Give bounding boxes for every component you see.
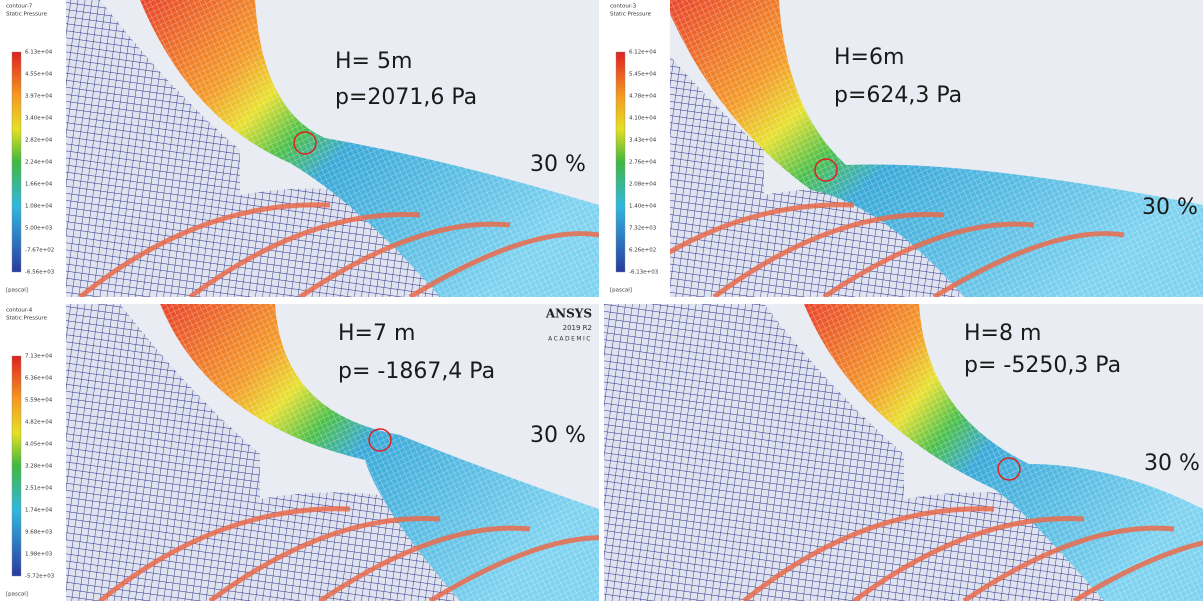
legend-label: 9.68e+03 <box>25 530 53 536</box>
legend-label: 6.36e+04 <box>25 376 53 382</box>
legend-label: 5.45e+04 <box>629 72 657 78</box>
legend-variable: Static Pressure <box>610 12 652 18</box>
height-label: H=6m <box>834 45 904 70</box>
legend-label: 2.24e+04 <box>25 160 53 166</box>
legend-label: 4.82e+04 <box>25 420 53 426</box>
legend-label: 4.78e+04 <box>629 94 657 100</box>
height-label: H=8 m <box>964 321 1041 346</box>
height-label: H=7 m <box>338 321 415 346</box>
legend-title: contour-4 <box>6 308 33 314</box>
panel: contour-4 Static Pressure 7.13e+04 6.36e+04… <box>0 304 620 601</box>
legend-colorbar <box>616 52 625 272</box>
legend-unit: [pascal] <box>6 288 28 294</box>
legend-label: 4.55e+04 <box>25 72 53 78</box>
logo-name: ANSYS <box>545 307 592 321</box>
legend-label: -6.56e+03 <box>25 270 55 276</box>
legend-label: 3.40e+04 <box>25 116 53 122</box>
legend-label: 3.43e+04 <box>629 138 657 144</box>
opening-label: 30 % <box>1142 195 1198 220</box>
legend-label: 4.10e+04 <box>629 116 657 122</box>
legend-variable: Static Pressure <box>6 12 48 18</box>
pressure-label: p=624,3 Pa <box>834 83 962 108</box>
legend-label: -5.72e+03 <box>25 574 55 580</box>
opening-label: 30 % <box>530 423 586 448</box>
panel: H=8 m p= -5250,3 Pa 30 % <box>604 304 1203 601</box>
panel: contour-7 Static Pressure 6.13e+04 4.55e+04… <box>0 0 600 297</box>
legend-label: -7.67e+02 <box>25 248 54 254</box>
legend-variable: Static Pressure <box>6 316 48 322</box>
legend-colorbar <box>12 356 21 576</box>
legend-unit: [pascal] <box>610 288 632 294</box>
legend-label: 2.76e+04 <box>629 160 657 166</box>
legend-label: 5.59e+04 <box>25 398 53 404</box>
legend-label: 1.66e+04 <box>25 182 53 188</box>
legend-label: -6.13e+03 <box>629 270 659 276</box>
legend-unit: [pascal] <box>6 592 28 598</box>
legend-label: 3.97e+04 <box>25 94 53 100</box>
legend-label: 2.51e+04 <box>25 486 53 492</box>
legend-colorbar <box>12 52 21 272</box>
legend-label: 3.28e+04 <box>25 464 53 470</box>
figure: contour-7 Static Pressure 6.13e+04 4.55e+04… <box>0 0 1203 601</box>
logo-edition: ACADEMIC <box>548 336 592 343</box>
logo-version: 2019 R2 <box>563 324 592 332</box>
legend-label: 4.05e+04 <box>25 442 53 448</box>
legend-title: contour-3 <box>610 4 637 10</box>
legend-label: 5.00e+03 <box>25 226 53 232</box>
legend-label: 2.82e+04 <box>25 138 53 144</box>
pressure-label: p=2071,6 Pa <box>335 85 477 110</box>
legend-label: 1.98e+03 <box>25 552 53 558</box>
legend-label: 1.74e+04 <box>25 508 53 514</box>
legend-label: 7.13e+04 <box>25 354 53 360</box>
opening-label: 30 % <box>1144 451 1200 476</box>
legend-label: 7.32e+03 <box>629 226 657 232</box>
height-label: H= 5m <box>335 49 412 74</box>
legend-label: 6.13e+04 <box>25 50 53 56</box>
legend-title: contour-7 <box>6 4 33 10</box>
panel: contour-3 Static Pressure 6.12e+04 5.45e+04… <box>604 0 1203 297</box>
legend-label: 6.12e+04 <box>629 50 657 56</box>
opening-label: 30 % <box>530 152 586 177</box>
legend-label: 6.26e+02 <box>629 248 656 254</box>
pressure-label: p= -5250,3 Pa <box>964 353 1121 378</box>
pressure-label: p= -1867,4 Pa <box>338 359 495 384</box>
legend-label: 1.40e+04 <box>629 204 657 210</box>
legend-label: 1.08e+04 <box>25 204 53 210</box>
legend-label: 2.08e+04 <box>629 182 657 188</box>
